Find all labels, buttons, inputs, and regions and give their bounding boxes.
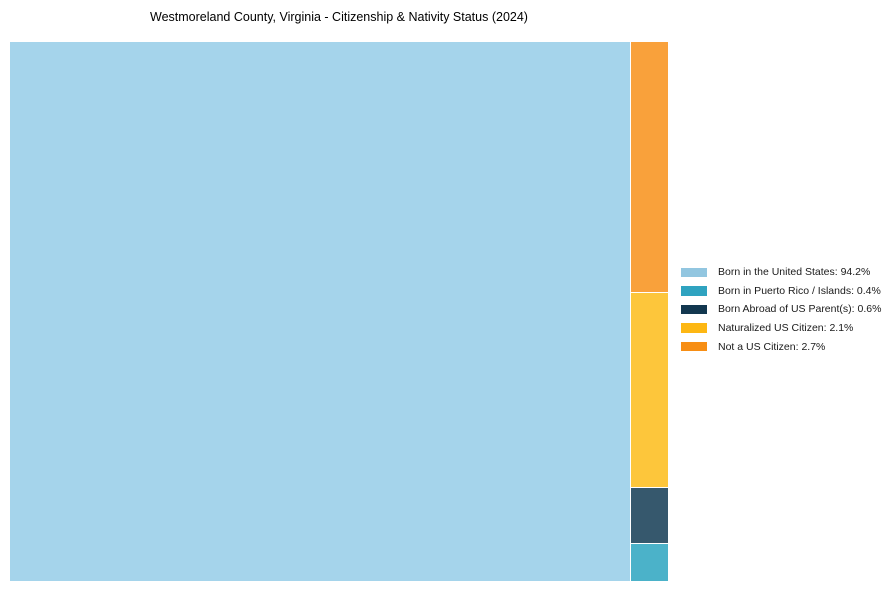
treemap-plot — [10, 42, 668, 581]
legend-item-born-in-us[interactable]: Born in the United States: 94.2% — [681, 263, 881, 282]
legend-swatch-not-a-us-citizen — [681, 341, 707, 352]
treemap-tile-born-abroad-of-us-parents[interactable] — [631, 487, 668, 544]
legend-label-not-a-us-citizen: Not a US Citizen: 2.7% — [718, 340, 826, 353]
legend-swatch-naturalized-us-citizen — [681, 323, 707, 333]
legend-swatch-born-in-puerto-rico-islands — [681, 286, 707, 296]
treemap-tile-born-in-us[interactable] — [10, 42, 630, 581]
legend-label-born-abroad-of-us-parents: Born Abroad of US Parent(s): 0.6% — [718, 303, 882, 316]
legend-item-born-abroad-of-us-parents[interactable]: Born Abroad of US Parent(s): 0.6% — [681, 300, 881, 319]
legend-swatch-born-abroad-of-us-parents — [681, 304, 707, 315]
legend-label-naturalized-us-citizen: Naturalized US Citizen: 2.1% — [718, 322, 854, 335]
legend-item-not-a-us-citizen[interactable]: Not a US Citizen: 2.7% — [681, 337, 881, 356]
legend-item-naturalized-us-citizen[interactable]: Naturalized US Citizen: 2.1% — [681, 319, 881, 338]
treemap-tile-not-a-us-citizen[interactable] — [631, 42, 668, 292]
legend-label-born-in-puerto-rico-islands: Born in Puerto Rico / Islands: 0.4% — [718, 284, 881, 297]
legend-label-born-in-us: Born in the United States: 94.2% — [718, 266, 871, 279]
legend: Born in the United States: 94.2% Born in… — [681, 263, 881, 356]
treemap-tile-naturalized-us-citizen[interactable] — [631, 292, 668, 487]
legend-swatch-born-in-us — [681, 267, 707, 278]
legend-item-born-in-puerto-rico-islands[interactable]: Born in Puerto Rico / Islands: 0.4% — [681, 282, 881, 301]
chart-title: Westmoreland County, Virginia - Citizens… — [150, 10, 528, 24]
treemap-tile-born-in-puerto-rico-islands[interactable] — [631, 544, 668, 581]
